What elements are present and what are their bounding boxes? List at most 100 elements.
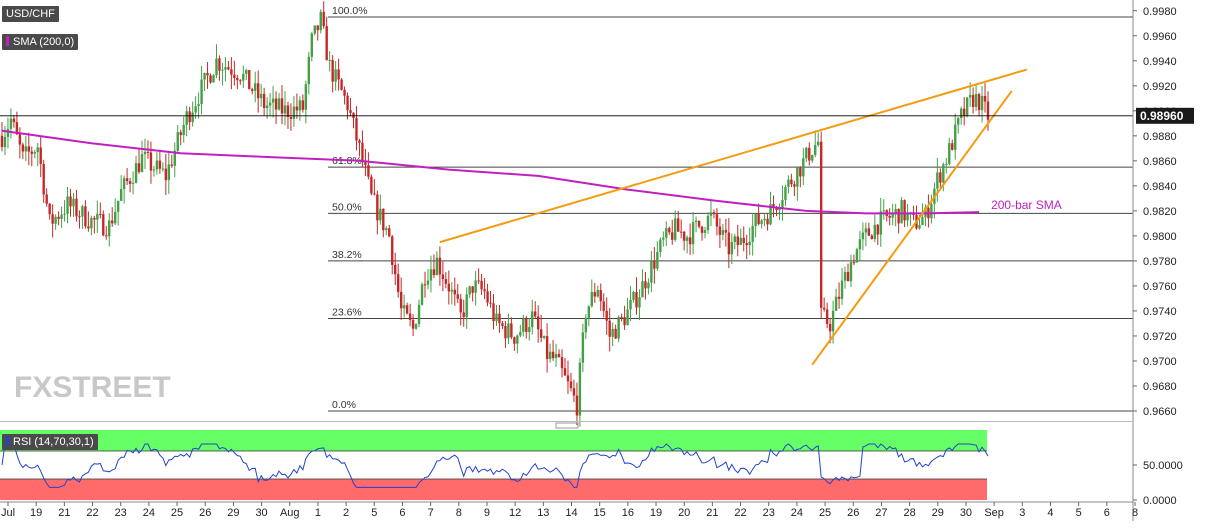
candle-body [277, 98, 281, 110]
time-tick-label: 3 [1019, 507, 1025, 519]
candle-body [685, 237, 689, 241]
candle-body [456, 294, 459, 299]
candle-body [78, 216, 81, 218]
candle-body [617, 317, 620, 339]
candle-body [828, 323, 832, 332]
candle-body [60, 214, 63, 219]
candle-body [328, 60, 331, 62]
candle-body [852, 262, 856, 264]
candle-body [87, 226, 90, 229]
candle-body [137, 163, 141, 172]
candle-body [724, 230, 728, 233]
candle-body [441, 274, 445, 280]
candle-body [349, 110, 352, 113]
candle-body [128, 180, 132, 184]
candle-body [194, 106, 197, 113]
time-tick-label: 26 [847, 507, 859, 519]
current-price-label: 0.98960 [1140, 109, 1184, 123]
candle-body [170, 164, 173, 166]
candle-body [882, 210, 885, 212]
candle-body [24, 146, 28, 152]
time-tick-label: 21 [706, 507, 718, 519]
candle-body [781, 199, 784, 208]
candle-body [548, 351, 552, 360]
candle-body [566, 375, 570, 382]
price-tick-label: 0.9740 [1143, 306, 1177, 318]
candle-body [146, 151, 150, 153]
candle-body [656, 251, 659, 269]
candle-body [233, 74, 236, 78]
rsi-tick-label: 0.0000 [1143, 495, 1177, 507]
candle-body [245, 69, 248, 74]
candle-body [513, 337, 516, 344]
candle-body [727, 232, 731, 255]
time-tick-label: 9 [484, 507, 490, 519]
candle-body [775, 207, 778, 211]
candle-body [939, 172, 942, 183]
candle-body [942, 164, 945, 183]
candle-body [39, 147, 42, 164]
candle-body [283, 105, 287, 114]
time-tick-label: 29 [227, 507, 239, 519]
candle-body [739, 237, 742, 246]
candle-body [501, 323, 504, 327]
candle-body [793, 184, 796, 187]
axes: 0.9660 0.9680 0.9700 0.9720 0.9740 0.9760 0.97… [0, 0, 1194, 521]
candle-body [489, 302, 492, 304]
candle-body [951, 143, 954, 150]
candle-body [790, 179, 793, 185]
candle-body [367, 165, 370, 177]
candle-body [709, 212, 713, 216]
candle-body [423, 284, 427, 286]
candle-body [197, 104, 200, 107]
candle-body [471, 286, 474, 293]
candle-body [99, 213, 102, 215]
candle-body [191, 112, 194, 123]
candle-body [304, 84, 308, 110]
candle-body [75, 198, 78, 217]
candle-body [218, 58, 221, 71]
candle-body [69, 196, 72, 207]
price-tick-label: 0.9920 [1143, 81, 1177, 93]
candle-body [203, 72, 206, 80]
candle-body [66, 196, 69, 214]
candle-body [763, 218, 766, 221]
candle-body [215, 58, 218, 76]
candle-body [125, 178, 129, 181]
rsi-panel [0, 430, 989, 500]
candle-body [301, 100, 305, 110]
candle-body [814, 144, 817, 156]
candle-body [691, 222, 695, 245]
rsi-swatch-icon [6, 436, 9, 446]
candle-body [242, 73, 245, 81]
candle-body [90, 217, 93, 229]
time-tick-label: Aug [280, 507, 300, 519]
price-tick-label: 0.9680 [1143, 381, 1177, 393]
candle-body [435, 257, 439, 276]
candle-body [102, 214, 105, 236]
candle-body [21, 144, 25, 152]
price-tick-label: 0.9720 [1143, 331, 1177, 343]
rsi-indicator-label[interactable]: RSI (14,70,30,1) [2, 434, 98, 450]
candle-body [965, 97, 969, 116]
candle-body [45, 194, 48, 204]
candle-body [897, 208, 900, 224]
candle-body [161, 168, 165, 170]
candle-body [873, 224, 877, 240]
sma-indicator-label[interactable]: SMA (200,0) [2, 34, 79, 50]
candle-body [599, 290, 602, 302]
candle-body [536, 316, 540, 330]
candle-body [316, 25, 319, 31]
candle-body [802, 158, 805, 177]
candle-body [817, 141, 820, 145]
candle-body [227, 67, 230, 70]
candle-body [355, 117, 358, 141]
candle-body [769, 204, 772, 225]
time-tick-label: 6 [1104, 507, 1110, 519]
candle-body [373, 193, 376, 195]
candle-body [772, 204, 775, 208]
candle-body [954, 124, 957, 150]
time-tick-label: 13 [537, 507, 549, 519]
candle-body [230, 69, 233, 75]
